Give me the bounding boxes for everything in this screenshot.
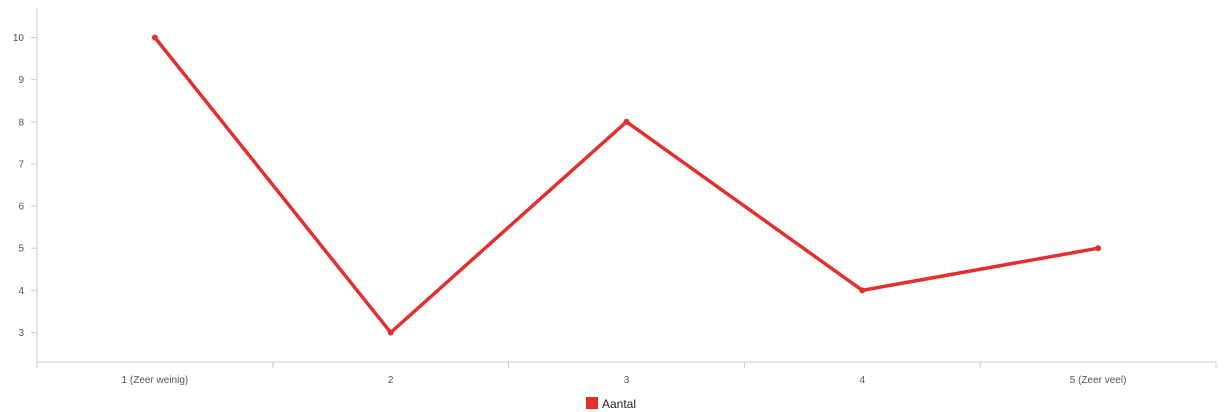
y-tick-label: 4: [18, 286, 24, 297]
x-tick-label: 2: [388, 375, 394, 386]
series-line-aantal: [153, 35, 1100, 336]
x-tick-label: 1 (Zeer weinig): [122, 375, 189, 386]
legend: Aantal: [586, 397, 636, 411]
legend-label-aantal: Aantal: [602, 397, 636, 411]
data-point: [1095, 245, 1102, 252]
y-tick-label: 6: [18, 202, 24, 213]
y-ticks: 3 4 5 6 7 8 9 10: [13, 33, 37, 339]
x-ticks: 1 (Zeer weinig) 2 3 4 5 (Zeer veel): [36, 362, 1217, 386]
x-tick-label: 3: [624, 375, 630, 386]
series-layer: [151, 34, 1102, 336]
data-point: [151, 34, 158, 41]
data-point: [387, 329, 394, 336]
x-tick-label: 5 (Zeer veel): [1070, 375, 1127, 386]
y-tick-label: 5: [18, 244, 24, 255]
y-tick-label: 3: [18, 328, 24, 339]
y-axis: 3 4 5 6 7 8 9 10: [13, 8, 38, 362]
y-tick-label: 10: [13, 33, 25, 44]
y-tick-label: 9: [18, 75, 24, 86]
data-point: [859, 287, 866, 294]
data-point: [623, 118, 630, 125]
y-tick-label: 8: [18, 117, 24, 128]
y-tick-label: 7: [18, 159, 24, 170]
x-tick-label: 4: [860, 375, 866, 386]
legend-swatch-aantal: [586, 397, 598, 409]
x-axis: 1 (Zeer weinig) 2 3 4 5 (Zeer veel): [36, 361, 1217, 386]
